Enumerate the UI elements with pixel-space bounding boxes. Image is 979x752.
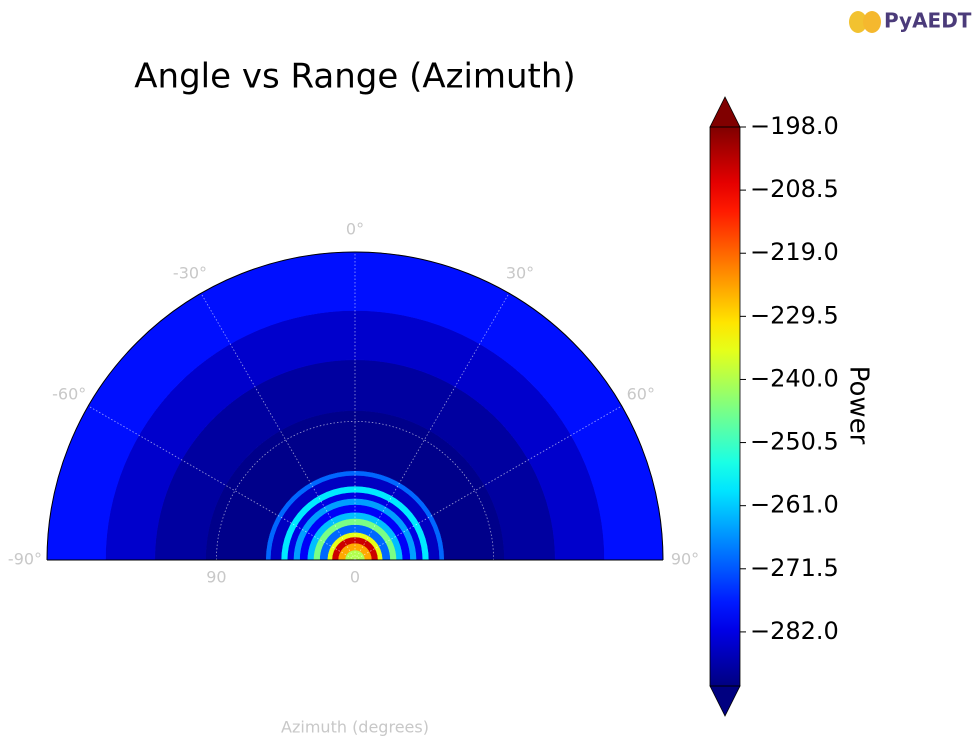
colorbar-tick-label: −219.0 <box>750 238 839 266</box>
theta-tick-label: 0° <box>346 220 364 239</box>
colorbar <box>710 127 740 686</box>
logo-text: PyAEDT <box>884 9 972 33</box>
colorbar-tick-label: −271.5 <box>750 554 839 582</box>
colorbar-frame <box>709 126 741 687</box>
colorbar-tick-label: −198.0 <box>750 112 839 140</box>
theta-tick-label: -60° <box>52 385 86 404</box>
colorbar-tick-label: −208.5 <box>750 175 839 203</box>
theta-grid-line <box>354 293 510 561</box>
colorbar-extend-min <box>709 685 741 717</box>
theta-grid-line <box>200 293 356 561</box>
r-tick-label: 90 <box>206 568 226 587</box>
logo-mark <box>863 11 881 33</box>
polar-frame <box>46 251 664 561</box>
x-axis-label: Azimuth (degrees) <box>281 718 429 737</box>
r-grid-line <box>216 421 494 561</box>
theta-tick-label: 30° <box>506 264 534 283</box>
r-tick-label: 0 <box>350 568 360 587</box>
colorbar-tick-label: −240.0 <box>750 364 839 392</box>
theta-tick-label: 60° <box>627 385 655 404</box>
colorbar-tick-label: −261.0 <box>750 491 839 519</box>
theta-tick-label: -30° <box>173 264 207 283</box>
chart-title: Angle vs Range (Azimuth) <box>134 57 575 97</box>
colorbar-extend-max <box>709 96 741 128</box>
colorbar-tick-label: −282.0 <box>750 617 839 645</box>
colorbar-tick-label: −229.5 <box>750 301 839 329</box>
theta-grid-line <box>354 405 622 561</box>
theta-tick-label: 90° <box>671 550 699 569</box>
theta-grid-line <box>88 405 356 561</box>
colorbar-label: Power <box>844 366 874 445</box>
theta-tick-label: -90° <box>8 550 42 569</box>
logo-mark <box>849 11 867 33</box>
colorbar-tick-label: −250.5 <box>750 428 839 456</box>
logo: PyAEDT <box>849 9 972 33</box>
